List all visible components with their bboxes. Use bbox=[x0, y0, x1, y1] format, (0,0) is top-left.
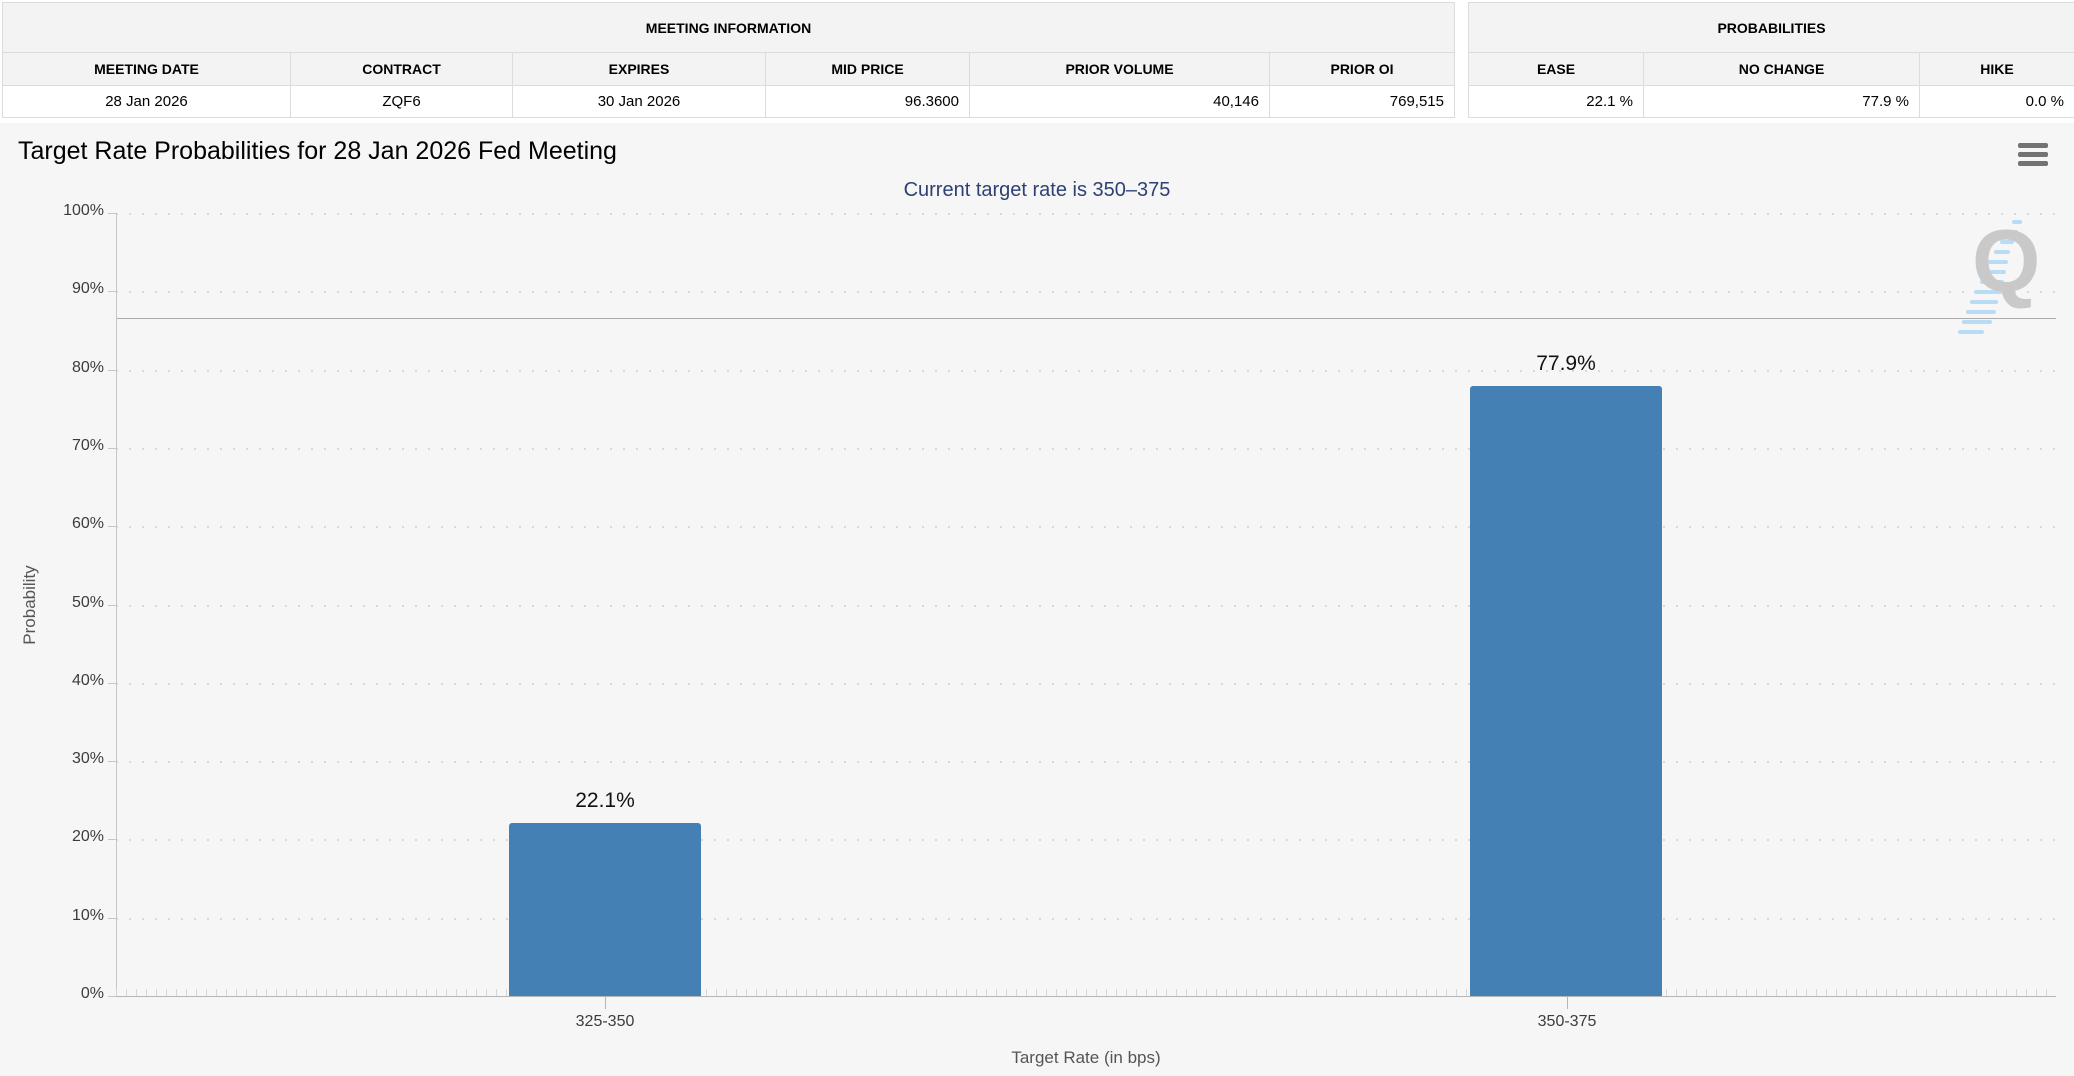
bar-data-label: 77.9% bbox=[1536, 352, 1596, 375]
y-tick bbox=[108, 683, 116, 684]
y-axis-line bbox=[116, 213, 117, 997]
quikstrike-watermark: Q bbox=[1958, 208, 2041, 348]
no-change-cell: 77.9 % bbox=[1643, 85, 1920, 118]
y-tick bbox=[108, 291, 116, 292]
gridline-70 bbox=[116, 448, 2056, 450]
meeting-information-row: 28 Jan 2026 ZQF6 30 Jan 2026 96.3600 40,… bbox=[2, 85, 1455, 118]
bar-325-350[interactable]: 22.1% bbox=[509, 789, 701, 996]
y-tick bbox=[108, 370, 116, 371]
probabilities-row: 22.1 % 77.9 % 0.0 % bbox=[1468, 85, 2074, 118]
quikstrike-q-icon: Q bbox=[1972, 211, 2041, 310]
y-tick bbox=[108, 918, 116, 919]
gridline-80 bbox=[116, 370, 2056, 372]
x-category-tick bbox=[605, 997, 606, 1009]
y-tick bbox=[108, 605, 116, 606]
x-axis-line bbox=[116, 996, 2056, 997]
chart-subtitle: Current target rate is 350–375 bbox=[903, 179, 1171, 201]
probabilities-title: PROBABILITIES bbox=[1468, 2, 2074, 53]
y-tick-label: 40% bbox=[71, 672, 104, 689]
x-axis-minor-ticks bbox=[116, 989, 2056, 996]
mid-price-header: MID PRICE bbox=[765, 52, 970, 86]
prior-volume-cell: 40,146 bbox=[969, 85, 1270, 118]
hike-header: HIKE bbox=[1919, 52, 2074, 86]
mid-price-cell: 96.3600 bbox=[765, 85, 970, 118]
y-tick-label: 80% bbox=[71, 359, 104, 376]
gridline-40 bbox=[116, 683, 2056, 685]
prior-oi-cell: 769,515 bbox=[1269, 85, 1455, 118]
meeting-date-cell: 28 Jan 2026 bbox=[2, 85, 291, 118]
x-category-label: 325-350 bbox=[575, 1013, 635, 1030]
y-tick-label: 20% bbox=[71, 828, 104, 845]
meeting-date-header: MEETING DATE bbox=[2, 52, 291, 86]
y-tick bbox=[108, 213, 116, 214]
target-rate-probabilities-chart: Target Rate Probabilities for 28 Jan 202… bbox=[0, 123, 2074, 1076]
bar-350-375[interactable]: 77.9% bbox=[1470, 352, 1662, 996]
y-tick bbox=[108, 839, 116, 840]
bar-data-label: 22.1% bbox=[575, 789, 635, 812]
y-tick bbox=[108, 761, 116, 762]
x-category-label: 350-375 bbox=[1537, 1013, 1597, 1030]
contract-cell: ZQF6 bbox=[290, 85, 513, 118]
y-tick-label: 60% bbox=[71, 515, 104, 532]
y-tick-label: 0% bbox=[80, 985, 104, 1002]
y-tick bbox=[108, 448, 116, 449]
prior-volume-header: PRIOR VOLUME bbox=[969, 52, 1270, 86]
meeting-information-title: MEETING INFORMATION bbox=[2, 2, 1455, 53]
y-tick-label: 10% bbox=[71, 907, 104, 924]
gridline-50 bbox=[116, 605, 2056, 607]
y-tick-label: 70% bbox=[71, 437, 104, 454]
probabilities-table: PROBABILITIES EASE NO CHANGE HIKE 22.1 %… bbox=[1468, 2, 2074, 118]
y-tick bbox=[108, 526, 116, 527]
no-change-header: NO CHANGE bbox=[1643, 52, 1920, 86]
y-tick-label: 90% bbox=[71, 280, 104, 297]
y-tick-label: 100% bbox=[63, 202, 104, 219]
gridline-90 bbox=[116, 291, 2056, 293]
y-axis-title: Probability bbox=[20, 565, 39, 645]
gridline-30 bbox=[116, 761, 2056, 763]
gridline-100 bbox=[116, 213, 2056, 215]
gridline-10 bbox=[116, 918, 2056, 920]
reference-line bbox=[116, 318, 2056, 319]
expires-header: EXPIRES bbox=[512, 52, 766, 86]
expires-cell: 30 Jan 2026 bbox=[512, 85, 766, 118]
ease-cell: 22.1 % bbox=[1468, 85, 1644, 118]
x-category-tick bbox=[1567, 997, 1568, 1009]
gridline-20 bbox=[116, 839, 2056, 841]
hamburger-menu-icon[interactable] bbox=[2018, 143, 2048, 170]
x-axis-title: Target Rate (in bps) bbox=[1011, 1048, 1161, 1067]
chart-title: Target Rate Probabilities for 28 Jan 202… bbox=[18, 137, 617, 165]
hike-cell: 0.0 % bbox=[1919, 85, 2074, 118]
y-tick bbox=[108, 996, 116, 997]
prior-oi-header: PRIOR OI bbox=[1269, 52, 1455, 86]
contract-header: CONTRACT bbox=[290, 52, 513, 86]
ease-header: EASE bbox=[1468, 52, 1644, 86]
y-tick-label: 30% bbox=[71, 750, 104, 767]
gridline-60 bbox=[116, 526, 2056, 528]
y-tick-label: 50% bbox=[71, 594, 104, 611]
meeting-information-table: MEETING INFORMATION MEETING DATE CONTRAC… bbox=[2, 2, 1455, 118]
